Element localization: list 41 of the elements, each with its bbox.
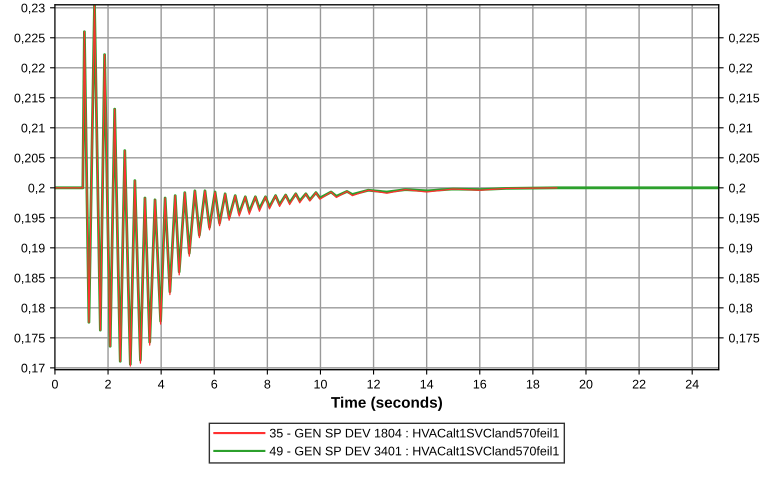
y2-tick-label: 0,2	[728, 184, 746, 194]
x-tick-label: 14	[420, 380, 434, 388]
y2-tick-label: 0,21	[728, 124, 752, 134]
y2-tick-label: 0,225	[728, 34, 760, 44]
x-tick-label: 8	[264, 380, 270, 389]
line-series	[54, 4, 558, 367]
x-tick-label: 20	[580, 380, 592, 389]
y2-tick-label: 0,19	[728, 244, 752, 254]
y-tick-label: 0,205	[14, 154, 45, 164]
y-tick-label: 0,23	[21, 4, 45, 14]
x-tick-label: 24	[686, 380, 699, 388]
x-tick-label: 16	[474, 380, 486, 389]
y-tick-label: 0,19	[21, 244, 45, 254]
y-tick-label: 0,195	[14, 214, 45, 224]
y-tick-label: 0,215	[14, 94, 45, 104]
x-tick-label: 2	[105, 380, 111, 388]
y2-tick-label: 0,215	[728, 94, 760, 104]
y-tick-label: 0,21	[21, 124, 45, 134]
y-tick-label: 0,225	[14, 34, 45, 44]
x-tick-label: 12	[368, 380, 380, 388]
y-tick-label: 0,18	[21, 304, 45, 314]
y2-tick-label: 0,18	[728, 304, 752, 314]
y-tick-label: 0,185	[14, 274, 45, 284]
x-tick-label: 4	[158, 380, 164, 388]
y2-tick-label: 0,205	[728, 154, 760, 164]
legend-label: 49 - GEN SP DEV 3401 : HVACalt1SVCland570feil1	[270, 446, 559, 456]
y-tick-label: 0,2	[28, 184, 45, 194]
x-axis-title: Time (seconds)	[331, 396, 442, 411]
legend-label: 35 - GEN SP DEV 1804 : HVACalt1SVCland570feil1	[270, 428, 559, 438]
y-tick-label: 0,22	[21, 64, 45, 74]
x-tick-label: 18	[526, 380, 540, 389]
y2-tick-label: 0,22	[728, 64, 752, 74]
y2-tick-label: 0,185	[728, 274, 760, 284]
x-tick-label: 6	[211, 380, 218, 389]
x-tick-label: 10	[314, 380, 327, 389]
y2-tick-label: 0,195	[728, 214, 760, 224]
y2-tick-label: 0,175	[728, 334, 760, 344]
x-tick-label: 0	[52, 380, 58, 389]
x-tick-label: 22	[632, 380, 646, 388]
y-tick-label: 0,175	[14, 334, 45, 344]
y-tick-label: 0,17	[21, 364, 45, 374]
